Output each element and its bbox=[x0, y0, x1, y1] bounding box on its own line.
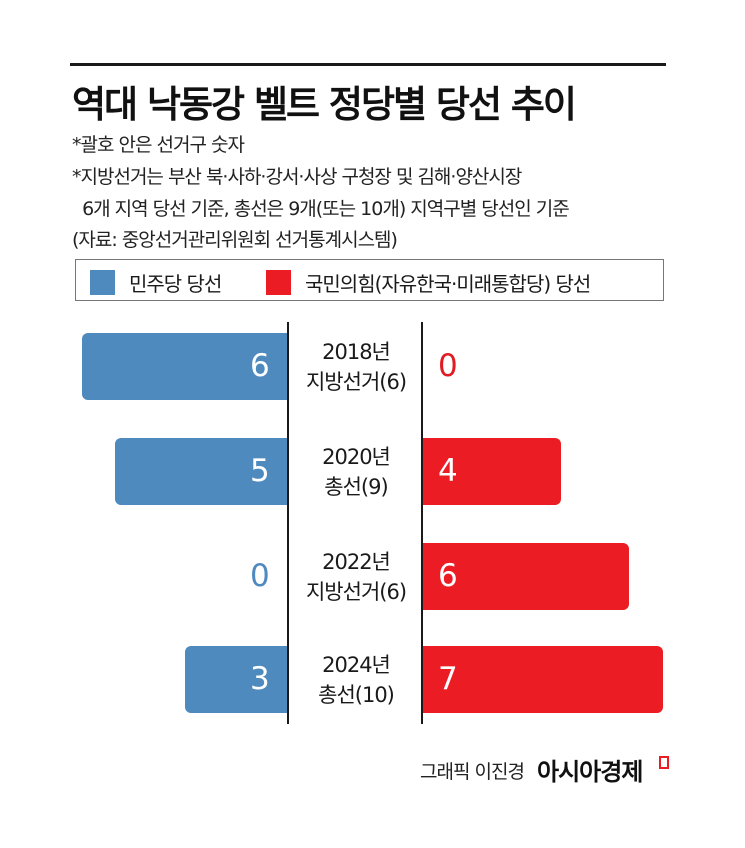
bar-ppp-2022 bbox=[423, 543, 629, 610]
value-democratic-2022: 0 bbox=[250, 558, 270, 594]
value-ppp-2022: 6 bbox=[438, 558, 458, 594]
bar-democratic-2020 bbox=[115, 438, 287, 505]
bar-democratic-2024 bbox=[185, 646, 287, 713]
legend-item-democratic: 민주당 당선 bbox=[90, 268, 222, 297]
category-label-2024: 2024년 총선(10) bbox=[318, 653, 395, 707]
legend-label: 민주당 당선 bbox=[129, 272, 222, 296]
value-democratic-2018: 6 bbox=[250, 348, 270, 384]
left-divider bbox=[287, 322, 289, 724]
bar-ppp-2020 bbox=[423, 438, 561, 505]
note-line: 6개 지역 당선 기준, 총선은 9개(또는 10개) 지역구별 당선인 기준 bbox=[72, 198, 570, 220]
right-divider bbox=[421, 322, 423, 724]
legend-label: 국민의힘(자유한국·미래통합당) 당선 bbox=[305, 272, 591, 296]
category-label-2020: 2020년 총선(9) bbox=[322, 445, 391, 499]
graphic-credit: 그래픽 이진경 bbox=[420, 761, 525, 783]
bar-ppp-2024 bbox=[423, 646, 663, 713]
note-line: *지방선거는 부산 북·사하·강서·사상 구청장 및 김해·양산시장 bbox=[72, 166, 522, 188]
chart-title: 역대 낙동강 벨트 정당별 당선 추이 bbox=[72, 83, 577, 126]
value-ppp-2018: 0 bbox=[438, 348, 458, 384]
legend-swatch-red bbox=[266, 270, 291, 295]
note-line: *괄호 안은 선거구 숫자 bbox=[72, 134, 245, 156]
bar-democratic-2018 bbox=[82, 333, 287, 400]
brand-logo: 아시아경제 bbox=[537, 758, 643, 786]
value-ppp-2024: 7 bbox=[438, 661, 458, 697]
legend-item-ppp: 국민의힘(자유한국·미래통합당) 당선 bbox=[266, 268, 591, 297]
value-democratic-2020: 5 bbox=[250, 453, 270, 489]
legend: 민주당 당선 국민의힘(자유한국·미래통합당) 당선 bbox=[75, 259, 664, 301]
legend-swatch-blue bbox=[90, 270, 115, 295]
top-rule bbox=[70, 63, 666, 66]
category-label-2022: 2022년 지방선거(6) bbox=[305, 550, 407, 604]
category-label-2018: 2018년 지방선거(6) bbox=[305, 340, 407, 394]
value-democratic-2024: 3 bbox=[250, 661, 270, 697]
brand-mark-icon bbox=[659, 756, 669, 769]
value-ppp-2020: 4 bbox=[438, 453, 458, 489]
source-note: (자료: 중앙선거관리위원회 선거통계시스템) bbox=[72, 229, 398, 251]
